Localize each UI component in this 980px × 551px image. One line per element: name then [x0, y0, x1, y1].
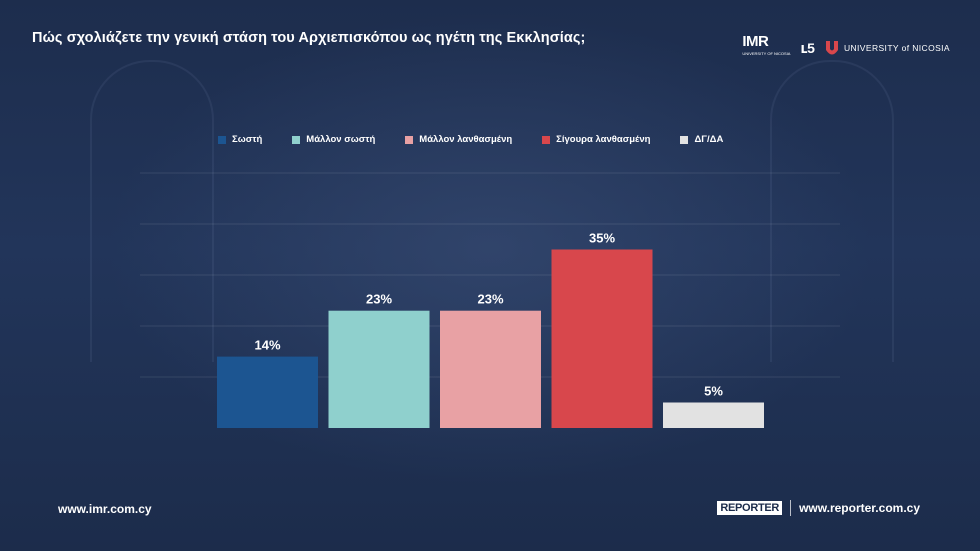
- imr-website[interactable]: www.imr.com.cy: [58, 502, 152, 516]
- bar-value-label: 23%: [366, 292, 392, 307]
- university-shield-icon: [825, 41, 838, 55]
- legend-item: Σίγουρα λανθασμένη: [542, 134, 650, 145]
- footer-divider: [790, 500, 792, 516]
- bar: [217, 356, 318, 428]
- imr-logo-subtext: UNIVERSITY OF NICOSIA: [742, 51, 791, 56]
- bar-value-label: 5%: [704, 384, 723, 399]
- legend-label: Σωστή: [232, 134, 263, 145]
- background-arch: [770, 60, 894, 362]
- legend-swatch: [292, 135, 301, 144]
- legend-swatch: [680, 135, 689, 144]
- partner-logo: ւ5: [800, 39, 815, 56]
- legend-item: ΔΓ/ΔΑ: [680, 134, 723, 145]
- university-logo: UNIVERSITY of NICOSIA: [825, 40, 950, 56]
- chart-legend: Σωστή Μάλλον σωστή Μάλλον λανθασμένη Σίγ…: [218, 134, 753, 145]
- legend-label: Μάλλον λανθασμένη: [419, 134, 513, 145]
- legend-label: Μάλλον σωστή: [306, 134, 376, 145]
- legend-item: Μάλλον σωστή: [292, 134, 375, 145]
- bar: [328, 310, 430, 428]
- bar-value-label: 35%: [589, 231, 615, 246]
- reporter-logo: REPORTER: [717, 501, 783, 515]
- bar-value-label: 14%: [254, 338, 280, 353]
- legend-swatch: [405, 135, 414, 144]
- university-logo-text: UNIVERSITY of NICOSIA: [843, 43, 950, 53]
- chart-title: Πώς σχολιάζετε την γενική στάση του Αρχι…: [32, 30, 586, 46]
- bar-value-label: 23%: [477, 292, 503, 307]
- legend-swatch: [218, 135, 226, 144]
- legend-item: Σωστή: [218, 134, 262, 145]
- legend-label: Σίγουρα λανθασμένη: [556, 134, 651, 145]
- legend-swatch: [542, 135, 551, 144]
- logos: IMR UNIVERSITY OF NICOSIA ւ5 UNIVERSITY …: [742, 33, 950, 60]
- imr-logo-text: IMR: [742, 33, 769, 50]
- legend-label: ΔΓ/ΔΑ: [694, 134, 724, 145]
- legend-item: Μάλλον λανθασμένη: [405, 134, 512, 145]
- background-arch: [90, 60, 214, 362]
- bar: [440, 310, 541, 428]
- bar: [663, 402, 764, 428]
- reporter-footer: REPORTER www.reporter.com.cy: [717, 500, 920, 516]
- reporter-website[interactable]: www.reporter.com.cy: [799, 501, 920, 515]
- imr-logo: IMR UNIVERSITY OF NICOSIA: [742, 33, 791, 60]
- bar: [551, 249, 653, 428]
